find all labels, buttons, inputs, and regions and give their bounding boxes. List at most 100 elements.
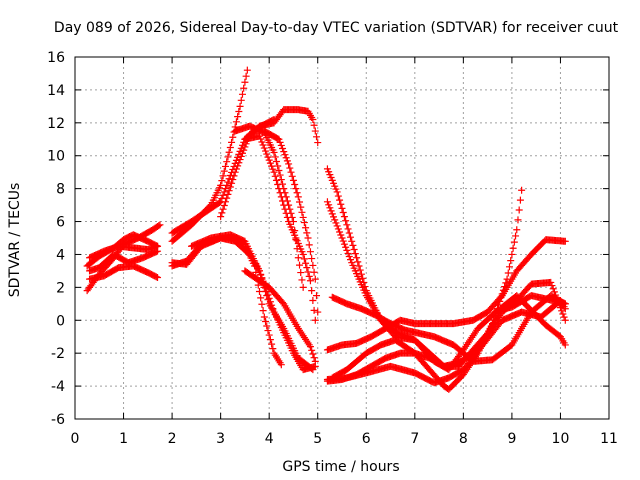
data-point <box>232 165 240 173</box>
data-point <box>263 150 271 158</box>
data-point <box>299 283 307 291</box>
data-point <box>325 201 333 209</box>
y-tick-label: -4 <box>51 379 65 395</box>
data-point <box>225 148 233 156</box>
data-point <box>294 193 302 201</box>
data-point <box>268 301 276 309</box>
data-point <box>309 261 317 269</box>
data-point <box>310 121 318 129</box>
data-point <box>559 310 567 318</box>
data-point <box>518 186 526 194</box>
data-point <box>270 168 278 176</box>
data-point <box>344 225 352 233</box>
data-point <box>237 96 245 104</box>
data-point <box>350 246 358 254</box>
data-point <box>266 298 274 306</box>
data-point <box>490 316 498 324</box>
data-point <box>224 190 232 198</box>
y-tick-label: 8 <box>56 182 65 198</box>
data-point <box>152 273 160 281</box>
data-point <box>499 286 507 294</box>
data-point <box>306 277 314 285</box>
y-axis: -6 -4 -2 0 2 4 6 8 10 12 14 16 <box>47 50 609 428</box>
data-point <box>300 219 308 227</box>
data-point <box>274 181 282 189</box>
data-point <box>343 221 351 229</box>
data-point <box>259 277 267 285</box>
data-point <box>263 322 271 330</box>
series-s <box>323 236 569 354</box>
data-point <box>310 306 318 314</box>
data-point <box>326 204 334 212</box>
y-tick-label: 4 <box>56 247 65 263</box>
data-point <box>262 318 270 326</box>
data-point <box>226 144 234 151</box>
data-point <box>264 327 272 335</box>
data-point <box>355 262 363 270</box>
data-point <box>238 90 246 98</box>
data-point <box>501 283 509 291</box>
data-point <box>154 247 162 255</box>
data-point <box>258 274 266 282</box>
data-point <box>277 141 285 149</box>
data-point <box>334 192 342 200</box>
data-point <box>303 229 311 237</box>
series-e <box>86 247 162 275</box>
data-point <box>561 341 569 349</box>
data-point <box>547 278 555 286</box>
data-point <box>299 213 307 221</box>
data-point <box>235 159 243 167</box>
data-point <box>492 308 500 316</box>
data-point <box>219 205 227 213</box>
data-point <box>260 313 268 321</box>
data-point <box>304 268 312 276</box>
data-point <box>283 213 291 221</box>
data-point <box>272 157 280 165</box>
data-point <box>271 172 279 180</box>
data-point <box>270 116 278 124</box>
y-tick-label: 2 <box>56 280 65 296</box>
data-point <box>258 300 266 308</box>
data-point <box>505 263 513 271</box>
data-point <box>309 297 317 305</box>
data-point <box>275 167 283 175</box>
data-point <box>491 312 499 320</box>
data-point <box>503 275 511 283</box>
series-k <box>260 127 322 316</box>
y-tick-label: -6 <box>51 412 65 428</box>
data-point <box>220 167 228 175</box>
data-point <box>286 164 294 172</box>
data-point <box>277 193 285 201</box>
data-point <box>217 213 225 221</box>
x-tick-label: 11 <box>600 431 618 447</box>
data-point <box>265 331 273 339</box>
series-j <box>241 132 319 324</box>
data-point <box>510 238 518 246</box>
y-tick-label: 6 <box>56 215 65 231</box>
data-point <box>218 177 226 185</box>
x-tick-label: 7 <box>410 431 419 447</box>
data-point <box>225 175 233 183</box>
data-point <box>223 194 231 202</box>
data-point <box>231 168 239 176</box>
data-point <box>314 139 322 147</box>
data-point <box>336 228 344 236</box>
data-point <box>257 135 265 143</box>
data-point <box>353 254 361 262</box>
data-point <box>289 176 297 184</box>
data-point <box>259 141 267 149</box>
data-marks <box>83 66 569 393</box>
data-point <box>241 143 249 151</box>
data-point <box>218 209 226 217</box>
data-point <box>274 162 282 170</box>
data-point <box>269 165 277 173</box>
data-point <box>224 178 232 186</box>
data-point <box>512 232 520 240</box>
data-point <box>333 222 341 230</box>
data-point <box>306 248 314 256</box>
data-point <box>561 237 569 245</box>
data-point <box>277 361 285 369</box>
data-point <box>493 305 501 313</box>
data-point <box>330 213 338 221</box>
